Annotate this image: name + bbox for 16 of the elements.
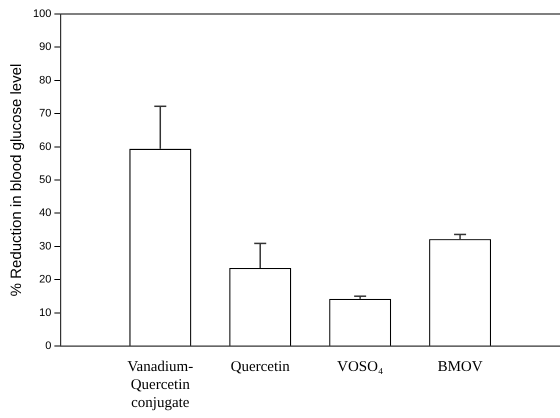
x-tick-label: BMOV (438, 358, 483, 375)
x-tick-label: VOSO₄ (337, 358, 384, 375)
y-tick-label: 0 (45, 340, 52, 352)
x-tick-label: Vanadium-Quercetin conjugate (127, 358, 194, 411)
y-tick-label: 70 (39, 108, 52, 120)
y-tick-label: 90 (39, 41, 52, 54)
y-tick-label: 30 (39, 240, 52, 252)
y-tick-label: 20 (39, 274, 52, 286)
x-tick-label: Quercetin (230, 358, 290, 375)
y-tick-label: 60 (39, 140, 52, 153)
y-tick-label: 10 (39, 306, 52, 319)
y-axis-title: % Reduction in blood glucose level (8, 64, 26, 296)
y-tick-label: 40 (39, 207, 52, 220)
y-tick-label: 100 (32, 8, 52, 20)
y-tick-label: 80 (39, 74, 52, 86)
y-tick-label: 50 (39, 174, 52, 186)
